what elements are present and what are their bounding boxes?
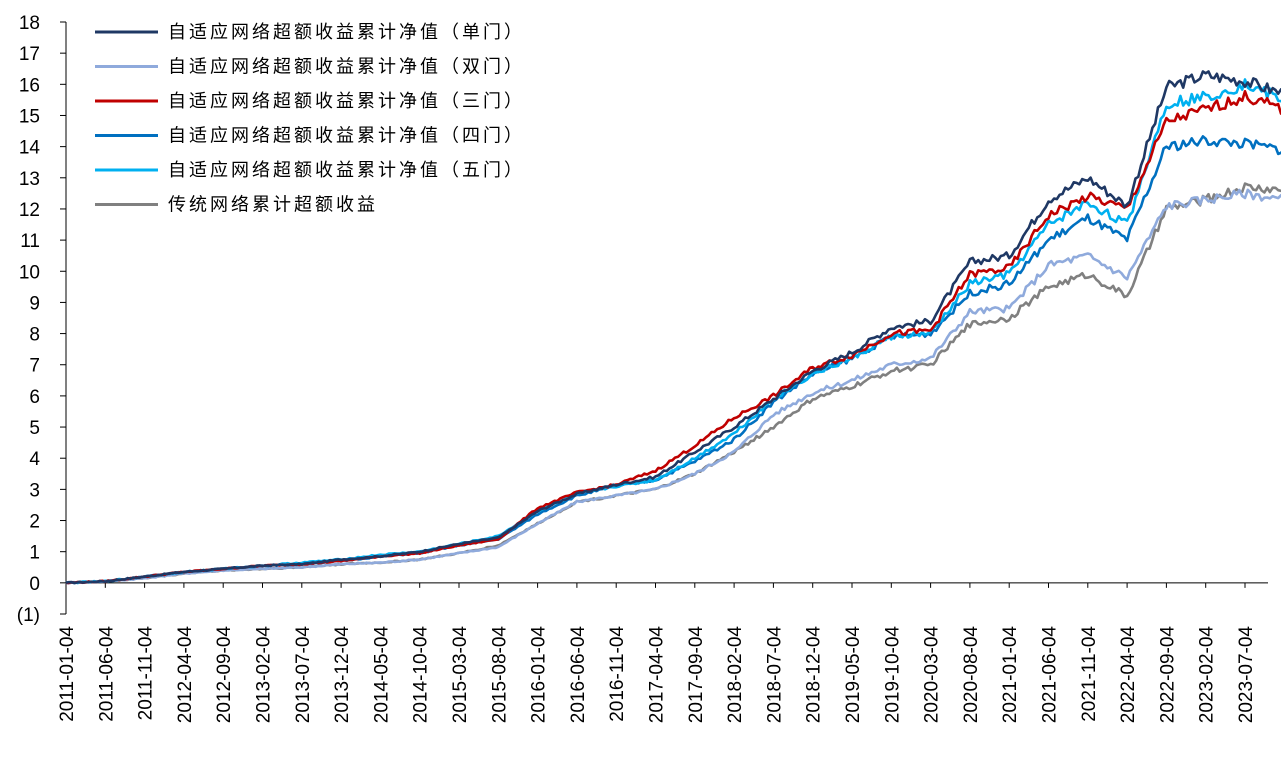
legend-label: 自适应网络超额收益累计净值（双门） [168,57,525,78]
series-line-6 [65,182,1281,585]
x-tick-label: 2022-04-04 [1118,626,1139,724]
x-tick-label: 2013-07-04 [293,626,314,724]
y-tick-label: 2 [29,512,40,533]
x-tick-label: 2015-08-04 [489,626,510,724]
y-tick-label: 5 [29,418,40,439]
x-axis: 2011-01-04 2011-06-04 2011-11-04 2012-04-04… [57,582,1268,724]
x-tick-label: 2016-01-04 [529,626,550,724]
x-tick-label: 2017-09-04 [686,626,707,724]
y-tick-label: 6 [29,387,40,408]
y-tick-label: 17 [19,44,40,65]
x-tick-label: 2011-11-04 [136,626,157,721]
legend-label: 自适应网络超额收益累计净值（四门） [168,126,525,147]
x-tick-label: 2021-06-04 [1040,626,1061,724]
legend: 自适应网络超额收益累计净值（单门） 自适应网络超额收益累计净值（双门） 自适应网络超… [95,22,525,216]
x-tick-label: 2017-04-04 [647,626,668,724]
series-line-5 [65,78,1281,585]
legend-label: 自适应网络超额收益累计净值（单门） [168,22,525,43]
x-tick-label: 2022-09-04 [1157,626,1178,724]
x-tick-label: 2016-11-04 [607,626,628,722]
y-tick-label: 4 [29,449,40,470]
y-tick-label: 9 [29,293,40,314]
y-tick-label: 7 [29,356,40,377]
y-tick-label: 1 [29,543,40,564]
y-tick-label: 3 [29,480,40,501]
x-tick-label: 2011-06-04 [96,626,117,722]
y-tick-label: 18 [19,13,40,34]
x-tick-label: 2019-10-04 [882,626,903,724]
x-tick-label: 2021-11-04 [1079,626,1100,722]
series-line-2 [65,188,1281,585]
x-tick-label: 2020-08-04 [961,626,982,724]
y-tick-label: 10 [19,262,40,283]
x-tick-label: 2020-03-04 [922,626,943,724]
x-tick-label: 2021-01-04 [1000,626,1021,724]
y-tick-label: 8 [29,325,40,346]
x-tick-label: 2016-06-04 [568,626,589,724]
x-tick-label: 2018-07-04 [764,626,785,724]
series-line-1 [65,70,1281,585]
x-tick-label: 2015-03-04 [450,626,471,724]
x-tick-label: 2012-04-04 [175,626,196,724]
x-tick-label: 2018-02-04 [725,626,746,724]
series-lines [65,70,1281,585]
x-tick-label: 2023-02-04 [1197,626,1218,724]
y-tick-label: 13 [19,169,40,190]
x-tick-label: 2012-09-04 [214,626,235,724]
y-tick-label: 14 [19,138,41,159]
legend-label: 自适应网络超额收益累计净值（三门） [168,91,525,112]
y-tick-label: 12 [19,200,40,221]
legend-label: 传统网络累计超额收益 [168,195,378,216]
y-tick-label: (1) [17,605,40,626]
x-tick-label: 2023-07-04 [1236,626,1257,724]
x-tick-label: 2018-12-04 [804,626,825,724]
x-tick-label: 2014-05-04 [371,626,392,724]
y-tick-label: 11 [20,231,40,252]
y-tick-label: 0 [29,574,40,595]
x-tick-label: 2013-02-04 [254,626,275,724]
legend-label: 自适应网络超额收益累计净值（五门） [168,160,525,181]
x-tick-label: 2011-01-04 [57,626,78,722]
x-tick-label: 2013-12-04 [332,626,353,724]
x-tick-label: 2019-05-04 [843,626,864,724]
x-tick-label: 2014-10-04 [411,626,432,724]
y-tick-label: 15 [19,106,40,127]
y-tick-label: 16 [19,75,40,96]
